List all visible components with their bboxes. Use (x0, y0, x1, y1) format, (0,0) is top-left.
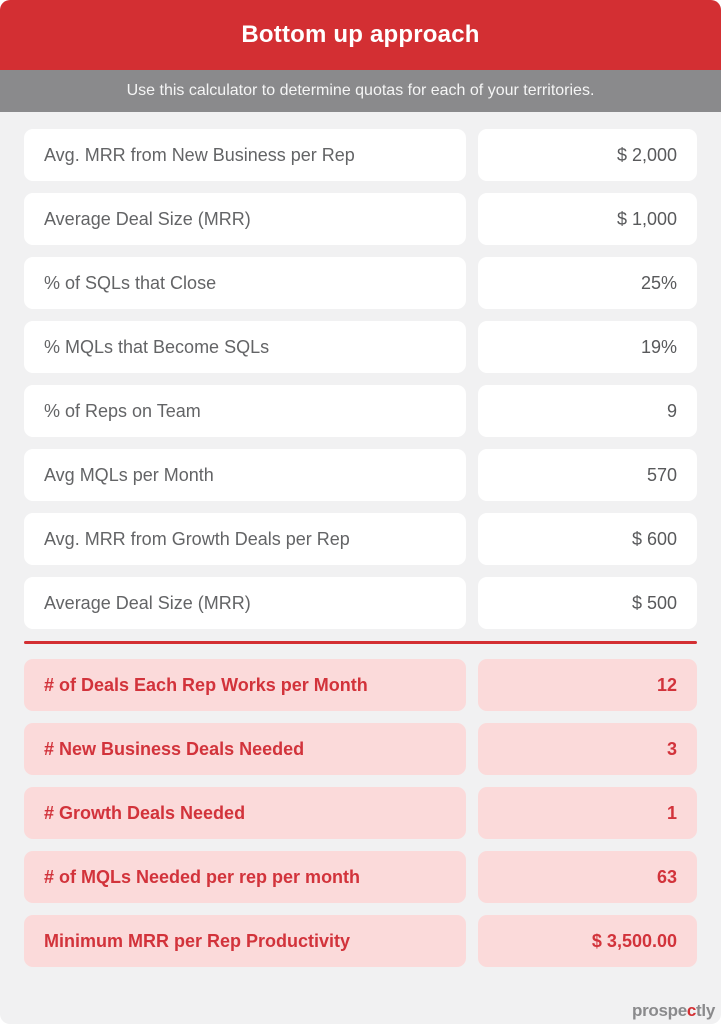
input-row-avg-mrr-new-business: Avg. MRR from New Business per Rep $ 2,0… (24, 129, 697, 181)
input-value-field[interactable]: $ 2,000 (478, 129, 697, 181)
subheader-bar: Use this calculator to determine quotas … (0, 70, 721, 112)
input-row-mqls-become-sqls: % MQLs that Become SQLs 19% (24, 321, 697, 373)
input-row-sqls-that-close: % of SQLs that Close 25% (24, 257, 697, 309)
result-row-mqls-needed: # of MQLs Needed per rep per month 63 (24, 851, 697, 903)
result-value: 63 (478, 851, 697, 903)
input-label: Avg. MRR from Growth Deals per Rep (24, 513, 466, 565)
input-value-field[interactable]: 570 (478, 449, 697, 501)
page-title: Bottom up approach (241, 21, 480, 48)
input-row-average-deal-size-growth: Average Deal Size (MRR) $ 500 (24, 577, 697, 629)
input-label: % MQLs that Become SQLs (24, 321, 466, 373)
input-row-avg-mqls-per-month: Avg MQLs per Month 570 (24, 449, 697, 501)
result-value: 1 (478, 787, 697, 839)
input-value-field[interactable]: $ 600 (478, 513, 697, 565)
result-label: # Growth Deals Needed (24, 787, 466, 839)
subtitle-text: Use this calculator to determine quotas … (126, 82, 595, 99)
input-value-field[interactable]: 25% (478, 257, 697, 309)
result-value: 3 (478, 723, 697, 775)
result-label: # of MQLs Needed per rep per month (24, 851, 466, 903)
input-label: Avg. MRR from New Business per Rep (24, 129, 466, 181)
logo-text-suffix: tly (696, 1001, 715, 1020)
input-label: Avg MQLs per Month (24, 449, 466, 501)
header-bar: Bottom up approach (0, 0, 721, 70)
result-label: # New Business Deals Needed (24, 723, 466, 775)
input-row-reps-on-team: % of Reps on Team 9 (24, 385, 697, 437)
result-label: Minimum MRR per Rep Productivity (24, 915, 466, 967)
input-row-average-deal-size-new: Average Deal Size (MRR) $ 1,000 (24, 193, 697, 245)
input-label: Average Deal Size (MRR) (24, 193, 466, 245)
logo-text-prefix: prospe (632, 1001, 687, 1020)
result-row-growth-deals: # Growth Deals Needed 1 (24, 787, 697, 839)
input-value-field[interactable]: $ 1,000 (478, 193, 697, 245)
input-value-field[interactable]: $ 500 (478, 577, 697, 629)
result-value: $ 3,500.00 (478, 915, 697, 967)
result-row-deals-per-month: # of Deals Each Rep Works per Month 12 (24, 659, 697, 711)
calculator-body: Avg. MRR from New Business per Rep $ 2,0… (0, 112, 721, 967)
input-row-avg-mrr-growth-deals: Avg. MRR from Growth Deals per Rep $ 600 (24, 513, 697, 565)
results-divider (24, 641, 697, 644)
result-value: 12 (478, 659, 697, 711)
input-value-field[interactable]: 9 (478, 385, 697, 437)
result-row-minimum-mrr: Minimum MRR per Rep Productivity $ 3,500… (24, 915, 697, 967)
input-label: % of SQLs that Close (24, 257, 466, 309)
result-row-new-business-deals: # New Business Deals Needed 3 (24, 723, 697, 775)
logo-text-accent: c (686, 1001, 697, 1020)
input-label: Average Deal Size (MRR) (24, 577, 466, 629)
input-label: % of Reps on Team (24, 385, 466, 437)
input-value-field[interactable]: 19% (478, 321, 697, 373)
prospectly-logo: prospectly (632, 1001, 715, 1021)
result-label: # of Deals Each Rep Works per Month (24, 659, 466, 711)
